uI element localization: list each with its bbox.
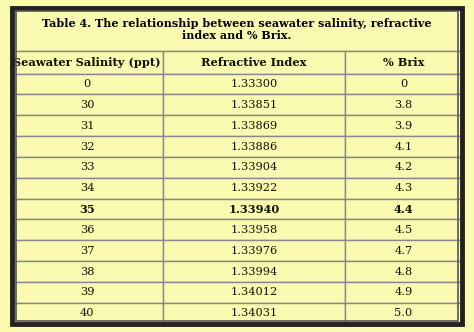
Text: Refractive Index: Refractive Index bbox=[201, 57, 307, 68]
Text: 1.34031: 1.34031 bbox=[230, 308, 277, 318]
Bar bbox=[163, 51, 345, 74]
Text: 1.33869: 1.33869 bbox=[230, 121, 277, 131]
Bar bbox=[345, 219, 462, 240]
Bar bbox=[163, 74, 345, 94]
Bar bbox=[163, 115, 345, 136]
Bar bbox=[12, 240, 163, 261]
Text: 40: 40 bbox=[80, 308, 94, 318]
Bar bbox=[163, 178, 345, 199]
Text: 3.9: 3.9 bbox=[394, 121, 413, 131]
Bar bbox=[12, 199, 163, 219]
Bar bbox=[345, 74, 462, 94]
Text: 5.0: 5.0 bbox=[394, 308, 413, 318]
Text: 4.1: 4.1 bbox=[394, 141, 413, 151]
Text: 35: 35 bbox=[80, 204, 95, 214]
Bar bbox=[345, 303, 462, 324]
Bar bbox=[12, 51, 163, 74]
Bar bbox=[163, 303, 345, 324]
Bar bbox=[345, 261, 462, 282]
Bar bbox=[345, 115, 462, 136]
Text: 32: 32 bbox=[80, 141, 94, 151]
Bar bbox=[345, 51, 462, 74]
Text: 0: 0 bbox=[400, 79, 407, 89]
Text: % Brix: % Brix bbox=[383, 57, 424, 68]
Text: 3.8: 3.8 bbox=[394, 100, 413, 110]
Text: 34: 34 bbox=[80, 183, 94, 193]
Bar bbox=[345, 240, 462, 261]
Bar bbox=[345, 136, 462, 157]
Text: 1.33851: 1.33851 bbox=[230, 100, 277, 110]
Bar bbox=[12, 178, 163, 199]
Text: 4.9: 4.9 bbox=[394, 288, 413, 297]
Text: 1.33904: 1.33904 bbox=[230, 162, 277, 172]
Bar bbox=[345, 94, 462, 115]
Bar bbox=[163, 240, 345, 261]
Bar bbox=[12, 115, 163, 136]
Text: 1.33940: 1.33940 bbox=[228, 204, 280, 214]
Bar bbox=[12, 303, 163, 324]
Bar bbox=[163, 157, 345, 178]
Text: 0: 0 bbox=[83, 79, 91, 89]
Text: 1.34012: 1.34012 bbox=[230, 288, 277, 297]
Text: 1.33976: 1.33976 bbox=[230, 246, 277, 256]
Text: Table 4. The relationship between seawater salinity, refractive
index and % Brix: Table 4. The relationship between seawat… bbox=[42, 18, 432, 42]
Text: 1.33958: 1.33958 bbox=[230, 225, 277, 235]
Text: 4.8: 4.8 bbox=[394, 267, 413, 277]
Bar bbox=[163, 94, 345, 115]
Text: 1.33922: 1.33922 bbox=[230, 183, 277, 193]
Text: 4.2: 4.2 bbox=[394, 162, 413, 172]
Bar bbox=[345, 178, 462, 199]
Bar bbox=[345, 282, 462, 303]
Text: 37: 37 bbox=[80, 246, 94, 256]
Text: 4.7: 4.7 bbox=[394, 246, 413, 256]
Bar bbox=[345, 199, 462, 219]
Bar bbox=[12, 261, 163, 282]
Text: 4.5: 4.5 bbox=[394, 225, 413, 235]
Bar bbox=[12, 136, 163, 157]
Text: 31: 31 bbox=[80, 121, 94, 131]
Bar bbox=[12, 157, 163, 178]
Text: 36: 36 bbox=[80, 225, 94, 235]
Bar bbox=[12, 94, 163, 115]
Bar bbox=[163, 136, 345, 157]
Bar bbox=[12, 219, 163, 240]
Text: Seawater Salinity (ppt): Seawater Salinity (ppt) bbox=[13, 57, 161, 68]
Text: 1.33994: 1.33994 bbox=[230, 267, 277, 277]
Bar bbox=[163, 199, 345, 219]
Text: 4.4: 4.4 bbox=[394, 204, 413, 214]
Text: 39: 39 bbox=[80, 288, 94, 297]
Text: 4.3: 4.3 bbox=[394, 183, 413, 193]
Bar bbox=[163, 282, 345, 303]
Bar bbox=[163, 261, 345, 282]
Text: 33: 33 bbox=[80, 162, 94, 172]
Text: 30: 30 bbox=[80, 100, 94, 110]
Bar bbox=[345, 157, 462, 178]
Text: 38: 38 bbox=[80, 267, 94, 277]
Bar bbox=[12, 74, 163, 94]
Bar bbox=[12, 8, 462, 51]
Bar bbox=[12, 282, 163, 303]
Text: 1.33300: 1.33300 bbox=[230, 79, 277, 89]
Text: 1.33886: 1.33886 bbox=[230, 141, 277, 151]
Bar bbox=[163, 219, 345, 240]
